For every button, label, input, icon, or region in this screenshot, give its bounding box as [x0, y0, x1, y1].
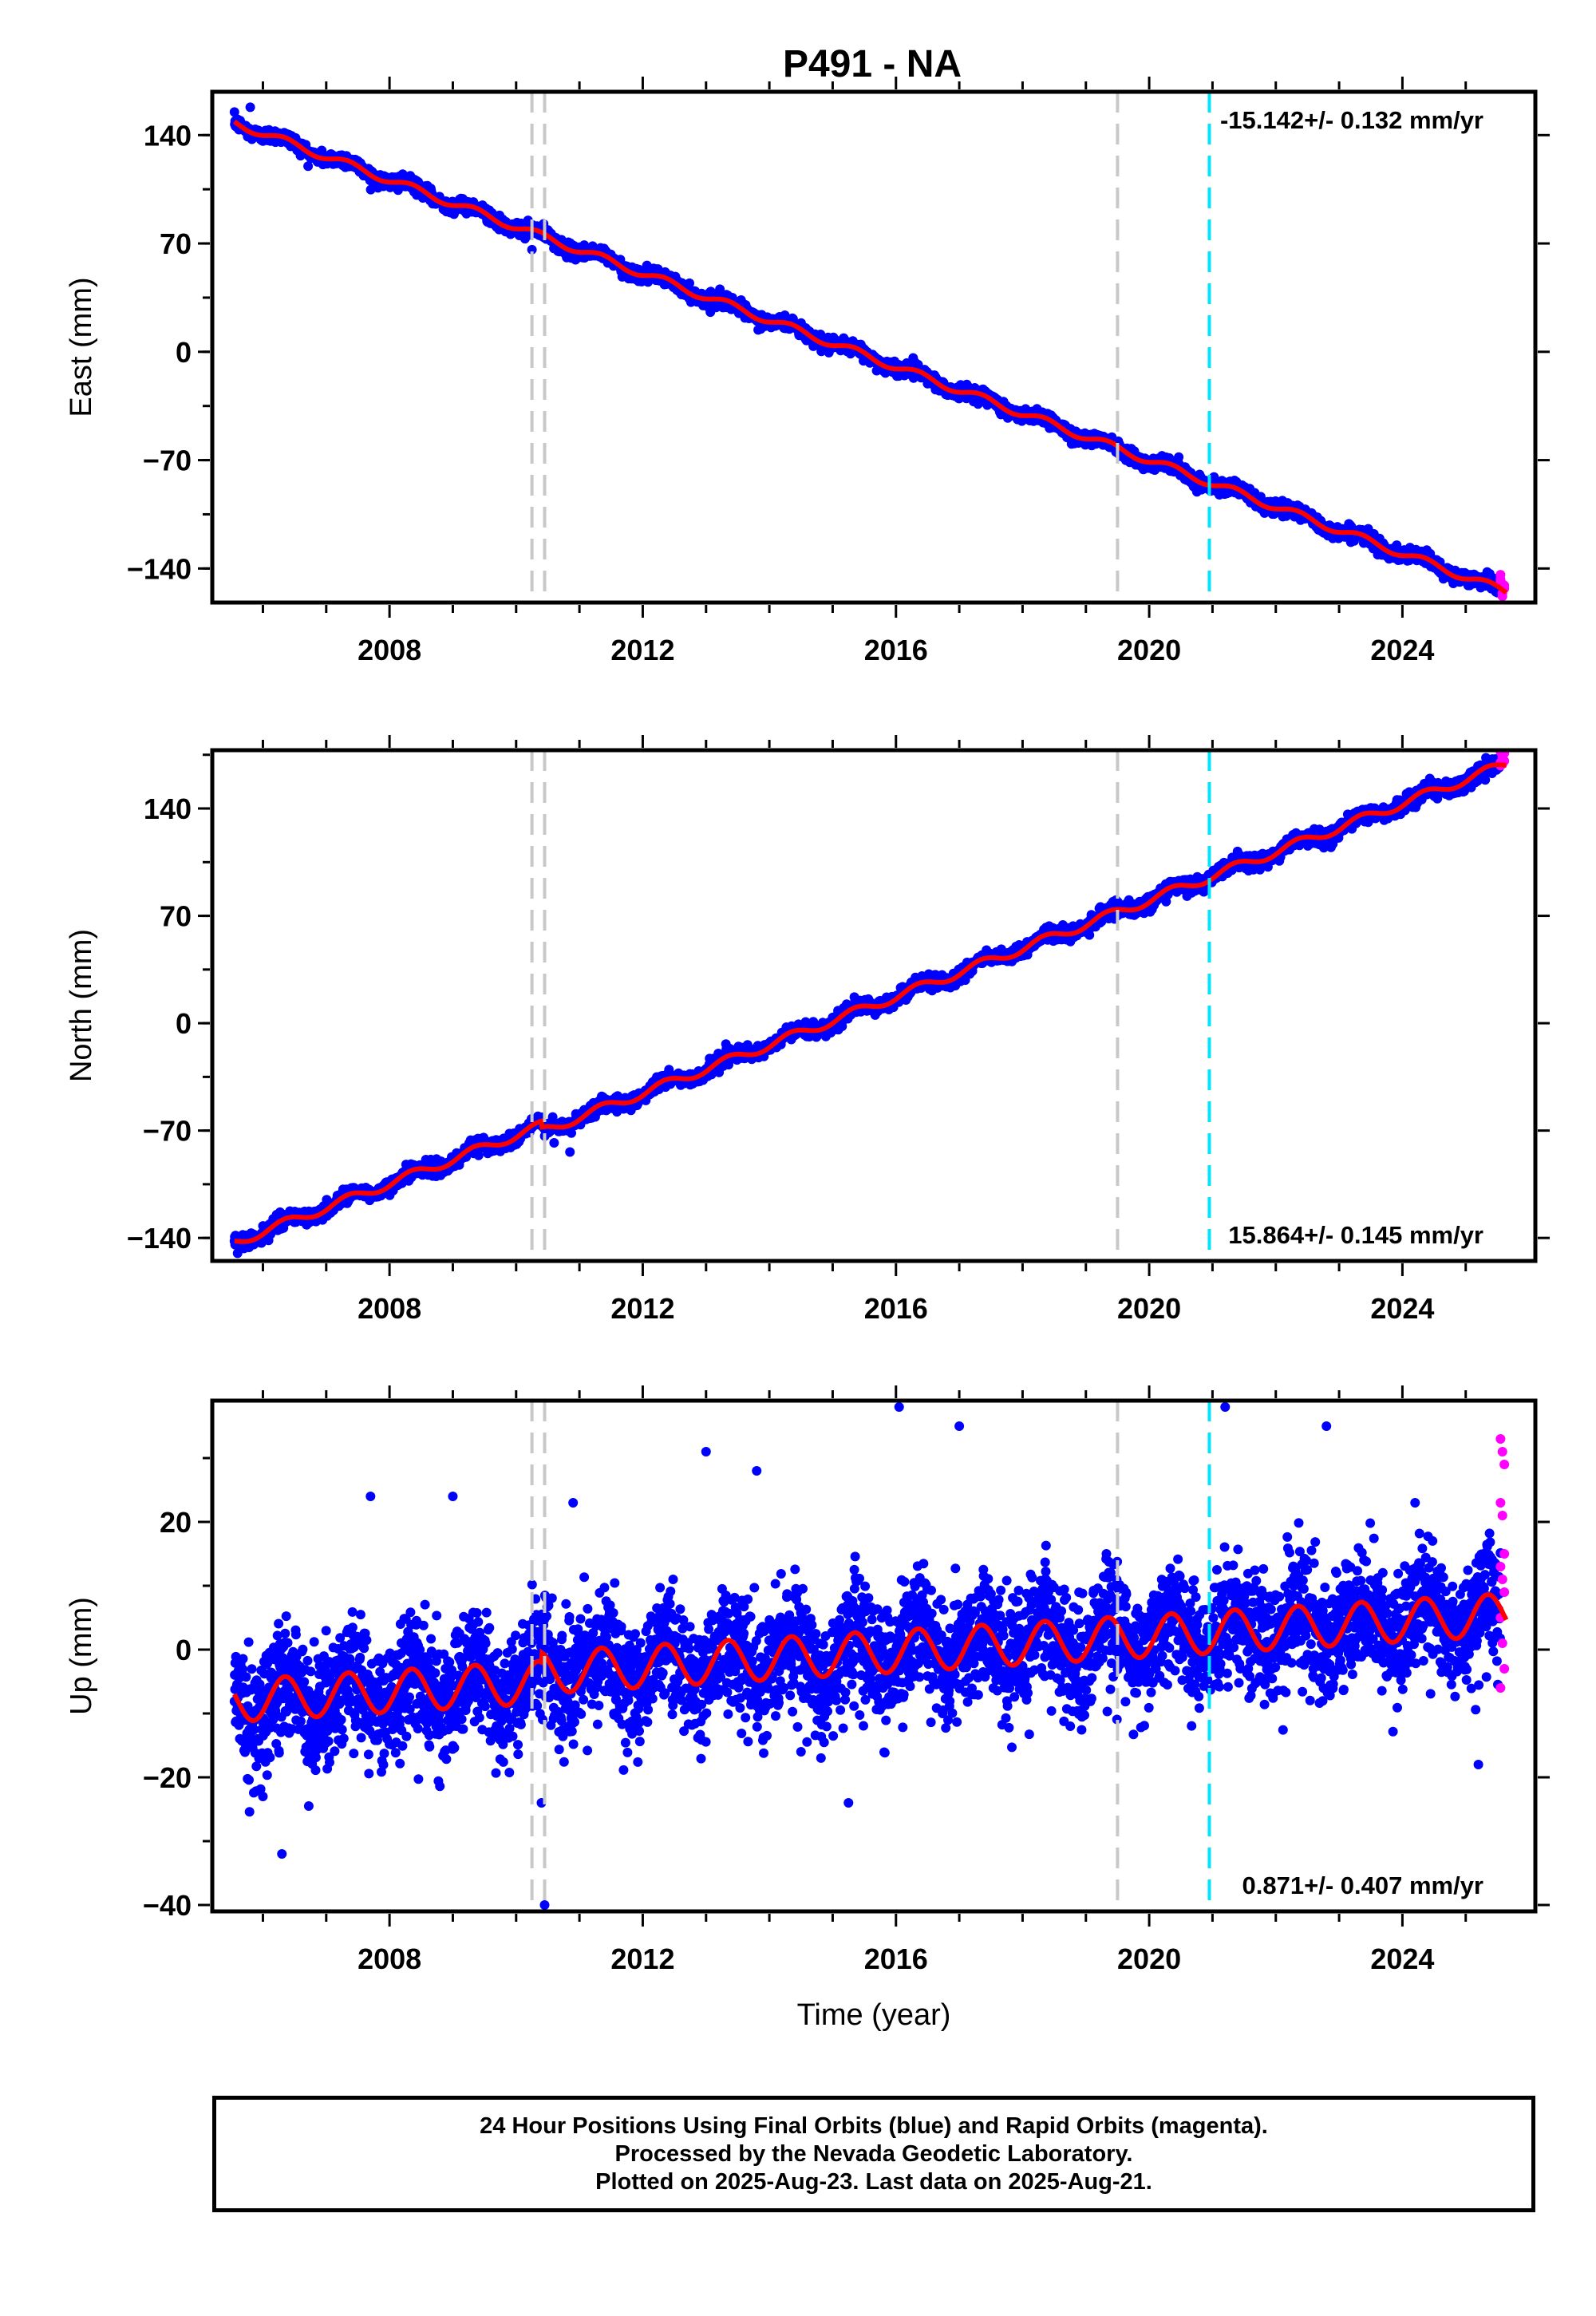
y-tick-label: 70	[160, 227, 192, 260]
x-tick-label: 2024	[1370, 634, 1434, 666]
velocity-rate-label: -15.142+/- 0.132 mm/yr	[1220, 106, 1483, 134]
data-point	[229, 107, 239, 117]
y-axis-label: East (mm)	[65, 277, 98, 417]
plot-area-east	[229, 92, 1510, 603]
model-fit-line-east	[233, 119, 1508, 595]
outlier-point	[245, 102, 255, 113]
panel-east: 2008 2012 2016 2020 2024 −140 −70 0 70 140 East (m…	[65, 77, 1550, 666]
y-tick-label: 140	[144, 119, 192, 152]
x-tick-label: 2020	[1117, 634, 1181, 666]
y-tick-label: −140	[127, 552, 192, 585]
x-tick-label: 2012	[610, 634, 674, 666]
plot-area-north	[229, 750, 1510, 1261]
y-tick-label: 0	[176, 336, 192, 369]
x-tick-label: 2016	[864, 634, 928, 666]
x-tick-label: 2008	[358, 634, 421, 666]
data-point	[303, 161, 314, 172]
data-point	[685, 278, 694, 288]
y-tick-label: −70	[143, 445, 192, 477]
chart-title: P491 - NA	[783, 43, 962, 85]
